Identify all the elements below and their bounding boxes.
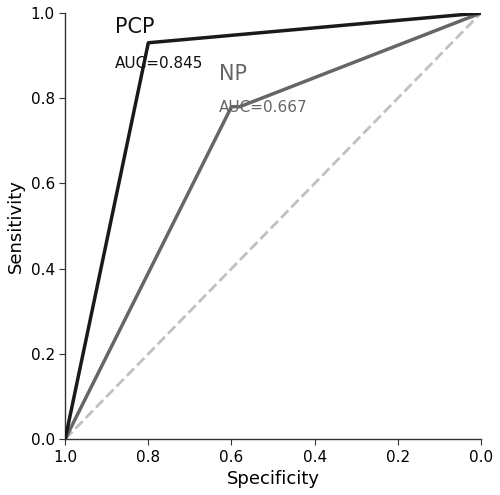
Text: AUC=0.667: AUC=0.667 <box>219 100 308 115</box>
Text: PCP: PCP <box>115 17 154 37</box>
Text: NP: NP <box>219 64 247 84</box>
Text: AUC=0.845: AUC=0.845 <box>115 55 204 71</box>
X-axis label: Specificity: Specificity <box>226 470 320 488</box>
Y-axis label: Sensitivity: Sensitivity <box>7 179 25 273</box>
